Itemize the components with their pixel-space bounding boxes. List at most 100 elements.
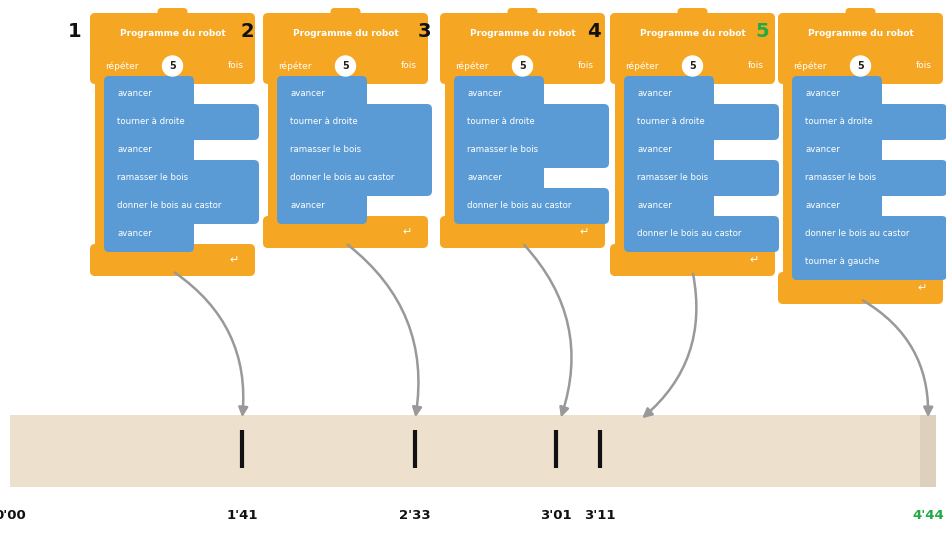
Text: ramasser le bois: ramasser le bois (290, 145, 361, 154)
FancyBboxPatch shape (90, 244, 255, 276)
FancyBboxPatch shape (792, 132, 882, 168)
Text: répéter: répéter (625, 61, 658, 71)
FancyBboxPatch shape (778, 48, 943, 84)
FancyBboxPatch shape (792, 216, 946, 252)
FancyBboxPatch shape (610, 48, 775, 84)
FancyBboxPatch shape (104, 216, 194, 252)
Text: Programme du robot: Programme du robot (469, 30, 575, 39)
FancyBboxPatch shape (792, 104, 946, 140)
FancyBboxPatch shape (507, 8, 537, 28)
Text: avancer: avancer (467, 173, 501, 182)
Text: avancer: avancer (290, 89, 324, 98)
FancyBboxPatch shape (454, 160, 544, 196)
FancyBboxPatch shape (610, 244, 775, 276)
Text: 5: 5 (755, 22, 769, 41)
Bar (920, 415, 936, 487)
Text: Programme du robot: Programme du robot (639, 30, 745, 39)
Circle shape (682, 56, 703, 76)
Text: 1: 1 (67, 22, 81, 41)
Text: fois: fois (748, 61, 764, 70)
Text: donner le bois au castor: donner le bois au castor (637, 230, 742, 238)
Text: avancer: avancer (637, 202, 672, 210)
Text: donner le bois au castor: donner le bois au castor (467, 202, 571, 210)
FancyBboxPatch shape (277, 160, 432, 196)
Text: avancer: avancer (467, 89, 501, 98)
Text: ramasser le bois: ramasser le bois (637, 173, 709, 182)
Text: avancer: avancer (805, 145, 840, 154)
Text: 2: 2 (240, 22, 254, 41)
Circle shape (513, 56, 533, 76)
FancyBboxPatch shape (277, 76, 367, 112)
Text: ramasser le bois: ramasser le bois (117, 173, 188, 182)
Text: donner le bois au castor: donner le bois au castor (805, 230, 909, 238)
Bar (445, 81, 461, 221)
Text: fois: fois (916, 61, 932, 70)
Text: tourner à droite: tourner à droite (290, 117, 358, 126)
Text: 5: 5 (169, 61, 176, 71)
FancyBboxPatch shape (792, 188, 882, 224)
Text: avancer: avancer (805, 202, 840, 210)
FancyBboxPatch shape (104, 76, 194, 112)
Text: avancer: avancer (117, 230, 151, 238)
Bar (783, 81, 799, 277)
FancyBboxPatch shape (277, 132, 432, 168)
Text: donner le bois au castor: donner le bois au castor (117, 202, 221, 210)
FancyBboxPatch shape (454, 76, 544, 112)
FancyBboxPatch shape (677, 8, 708, 28)
FancyBboxPatch shape (624, 188, 714, 224)
Text: ↵: ↵ (918, 283, 927, 293)
Text: fois: fois (401, 61, 417, 70)
Text: avancer: avancer (117, 145, 151, 154)
Text: tourner à gauche: tourner à gauche (805, 258, 880, 266)
Text: Programme du robot: Programme du robot (808, 30, 914, 39)
Bar (268, 81, 284, 221)
Text: avancer: avancer (117, 89, 151, 98)
Text: tourner à droite: tourner à droite (637, 117, 705, 126)
FancyBboxPatch shape (330, 8, 360, 28)
Text: ramasser le bois: ramasser le bois (805, 173, 876, 182)
FancyBboxPatch shape (90, 13, 255, 55)
FancyBboxPatch shape (157, 8, 187, 28)
Circle shape (163, 56, 183, 76)
FancyBboxPatch shape (778, 13, 943, 55)
FancyBboxPatch shape (104, 188, 259, 224)
Circle shape (336, 56, 356, 76)
Text: répéter: répéter (455, 61, 488, 71)
Text: répéter: répéter (793, 61, 827, 71)
Text: fois: fois (228, 61, 244, 70)
FancyBboxPatch shape (277, 188, 367, 224)
FancyBboxPatch shape (624, 160, 779, 196)
Circle shape (850, 56, 870, 76)
FancyBboxPatch shape (624, 216, 779, 252)
Text: tourner à droite: tourner à droite (117, 117, 184, 126)
Text: Programme du robot: Programme du robot (292, 30, 398, 39)
Bar (95, 81, 111, 249)
Text: 2'33: 2'33 (399, 509, 430, 522)
FancyBboxPatch shape (792, 160, 946, 196)
Text: 5: 5 (519, 61, 526, 71)
FancyBboxPatch shape (454, 188, 609, 224)
FancyBboxPatch shape (778, 272, 943, 304)
FancyBboxPatch shape (263, 216, 428, 248)
FancyBboxPatch shape (624, 132, 714, 168)
FancyBboxPatch shape (440, 216, 605, 248)
Text: avancer: avancer (290, 202, 324, 210)
FancyBboxPatch shape (624, 76, 714, 112)
Text: 5: 5 (857, 61, 864, 71)
FancyBboxPatch shape (440, 13, 605, 55)
FancyBboxPatch shape (454, 104, 609, 140)
Bar (10, 415, 926, 487)
Text: avancer: avancer (637, 145, 672, 154)
FancyBboxPatch shape (610, 13, 775, 55)
Text: 5: 5 (342, 61, 349, 71)
FancyBboxPatch shape (263, 48, 428, 84)
FancyBboxPatch shape (104, 160, 259, 196)
FancyBboxPatch shape (624, 104, 779, 140)
Bar (615, 81, 631, 249)
Text: Programme du robot: Programme du robot (119, 30, 225, 39)
FancyBboxPatch shape (454, 132, 609, 168)
Text: ↵: ↵ (579, 227, 588, 237)
Text: 4: 4 (587, 22, 601, 41)
Text: ↵: ↵ (229, 255, 238, 265)
Text: 3: 3 (417, 22, 431, 41)
